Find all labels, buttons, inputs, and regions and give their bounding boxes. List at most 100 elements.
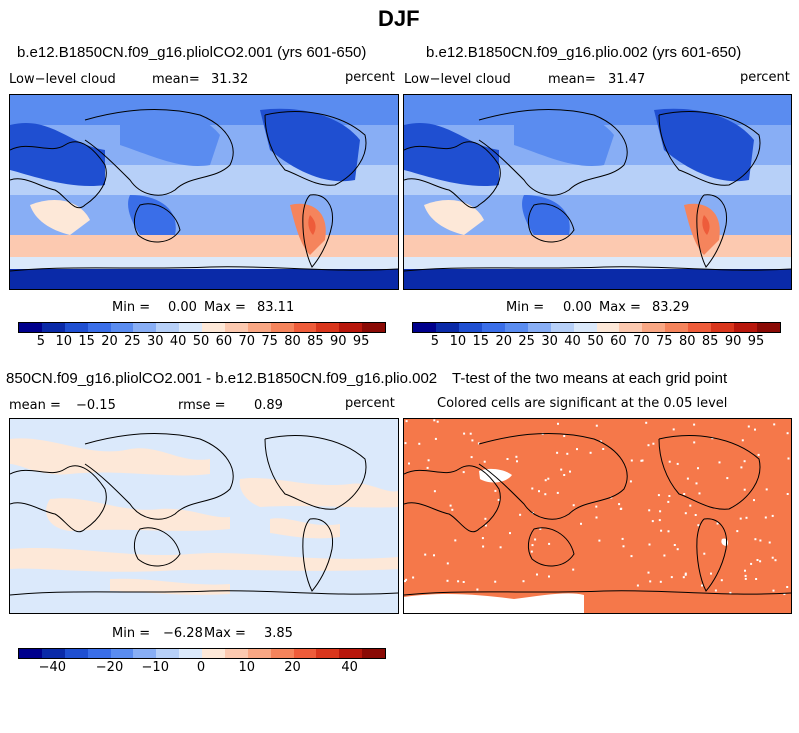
max-value-bottom-left: 3.85 — [264, 626, 293, 641]
nonsignificant-cell — [744, 577, 747, 580]
nonsignificant-cell — [499, 546, 502, 549]
nonsignificant-cell — [531, 487, 534, 490]
nonsignificant-cell — [684, 572, 687, 575]
colorbar-swatch — [435, 323, 459, 332]
nonsignificant-cells — [404, 419, 790, 595]
colorbar-tick-label: −40 — [38, 660, 67, 675]
nonsignificant-cell — [667, 530, 670, 533]
nonsignificant-cell — [663, 554, 666, 557]
nonsignificant-cell — [484, 524, 487, 527]
nonsignificant-cell — [686, 477, 689, 480]
nonsignificant-cell — [740, 466, 743, 469]
colorbar-swatch — [202, 649, 225, 658]
nonsignificant-cell — [659, 580, 662, 583]
colorbar-swatch — [458, 323, 482, 332]
nonsignificant-cell — [544, 493, 547, 496]
nonsignificant-cell — [548, 542, 551, 545]
colorbar-swatch — [665, 323, 689, 332]
nonsignificant-cell — [771, 514, 774, 517]
colorbar-swatch — [293, 323, 317, 332]
colorbar-swatch — [41, 649, 65, 658]
colorbar-swatch — [247, 649, 271, 658]
min-value-bottom-left: −6.28 — [163, 626, 203, 641]
nonsignificant-cell — [645, 421, 648, 424]
nonsignificant-cell — [684, 512, 687, 515]
nonsignificant-cell — [434, 437, 437, 440]
mean-label-top-right: mean= — [548, 72, 596, 87]
nonsignificant-cell — [755, 578, 758, 580]
nonsignificant-cell — [556, 451, 559, 454]
colorbar-tick-label: 70 — [238, 334, 256, 349]
nonsignificant-cell — [519, 513, 522, 516]
nonsignificant-cell — [651, 520, 654, 523]
nonsignificant-cell — [744, 569, 746, 572]
colorbar-tick-label: 90 — [724, 334, 742, 349]
nonsignificant-cell — [494, 580, 497, 583]
colorbar-labels-top-left: 5 10 15 20 25 30 40 50 60 70 75 80 85 90 95 — [18, 334, 384, 350]
nonsignificant-cell — [569, 470, 571, 473]
nonsignificant-cell — [470, 456, 473, 459]
colorbar-tick-label: 10 — [238, 660, 256, 675]
nonsignificant-cell — [477, 442, 480, 445]
nonsignificant-cell — [657, 494, 660, 497]
colorbar-swatch — [527, 323, 551, 332]
nonsignificant-cell — [759, 560, 762, 563]
variable-label-top-left: Low−level cloud — [9, 72, 116, 87]
colorbar-tick-label: 75 — [261, 334, 278, 349]
nonsignificant-cell — [457, 580, 460, 583]
nonsignificant-cell — [433, 490, 436, 493]
colorbar-tick-label: −20 — [95, 660, 124, 675]
colorbar-tick-label: 20 — [101, 334, 118, 349]
colorbar-swatch — [87, 649, 111, 658]
colorbar-swatch — [504, 323, 528, 332]
colorbar-swatch — [110, 649, 134, 658]
nonsignificant-cell — [741, 439, 744, 442]
nonsignificant-cell — [449, 504, 452, 507]
colorbar-swatch — [156, 323, 180, 332]
colorbar-swatch — [133, 323, 157, 332]
mean-value-top-left: 31.32 — [211, 72, 249, 87]
colorbar-swatch — [688, 323, 712, 332]
nonsignificant-cell — [729, 591, 732, 594]
variable-label-top-right: Low−level cloud — [404, 72, 511, 87]
map-top-right-field — [404, 95, 791, 289]
nonsignificant-cell — [595, 505, 598, 508]
colorbar-swatch — [202, 323, 225, 332]
nonsignificant-cell — [530, 550, 533, 553]
nonsignificant-cell — [566, 452, 569, 455]
nonsignificant-cell — [576, 448, 578, 451]
nonsignificant-cell — [658, 519, 661, 522]
nonsignificant-cell — [531, 544, 534, 547]
colorbar-tick-label: 75 — [656, 334, 673, 349]
nonsignificant-cell — [710, 572, 712, 575]
nonsignificant-cell — [463, 432, 466, 435]
nonsignificant-cell — [787, 457, 790, 460]
colorbar-swatch — [179, 323, 202, 332]
nonsignificant-cell — [736, 530, 739, 533]
colorbar-swatch — [711, 323, 735, 332]
colorbar-swatch — [362, 323, 385, 332]
nonsignificant-cell — [676, 462, 679, 465]
nonsignificant-cell — [563, 474, 566, 476]
colorbar-swatch — [596, 323, 620, 332]
colorbar-swatch — [481, 323, 505, 332]
mean-value-top-right: 31.47 — [608, 72, 646, 87]
colorbar-tick-label: −10 — [141, 660, 169, 675]
nonsignificant-cell — [773, 423, 776, 426]
nonsignificant-cell — [765, 488, 768, 491]
nonsignificant-cell — [557, 422, 559, 425]
panel-title-bottom-right: T-test of the two means at each grid poi… — [452, 370, 728, 387]
nonsignificant-cell — [433, 419, 436, 422]
colorbar-tick-label: 50 — [587, 334, 604, 349]
nonsignificant-cell — [462, 471, 465, 474]
nonsignificant-cell — [589, 451, 592, 454]
nonsignificant-cell — [641, 459, 644, 462]
nonsignificant-cell — [462, 581, 465, 583]
nonsignificant-cell — [595, 424, 598, 427]
nonsignificant-cell — [743, 488, 746, 491]
colorbar-swatch — [64, 649, 88, 658]
colorbar-tick-label: 50 — [192, 334, 210, 349]
nonsignificant-cell — [497, 498, 500, 501]
panel-subtitle-bottom-right: Colored cells are significant at the 0.0… — [437, 396, 728, 411]
nonsignificant-cell — [786, 586, 789, 588]
